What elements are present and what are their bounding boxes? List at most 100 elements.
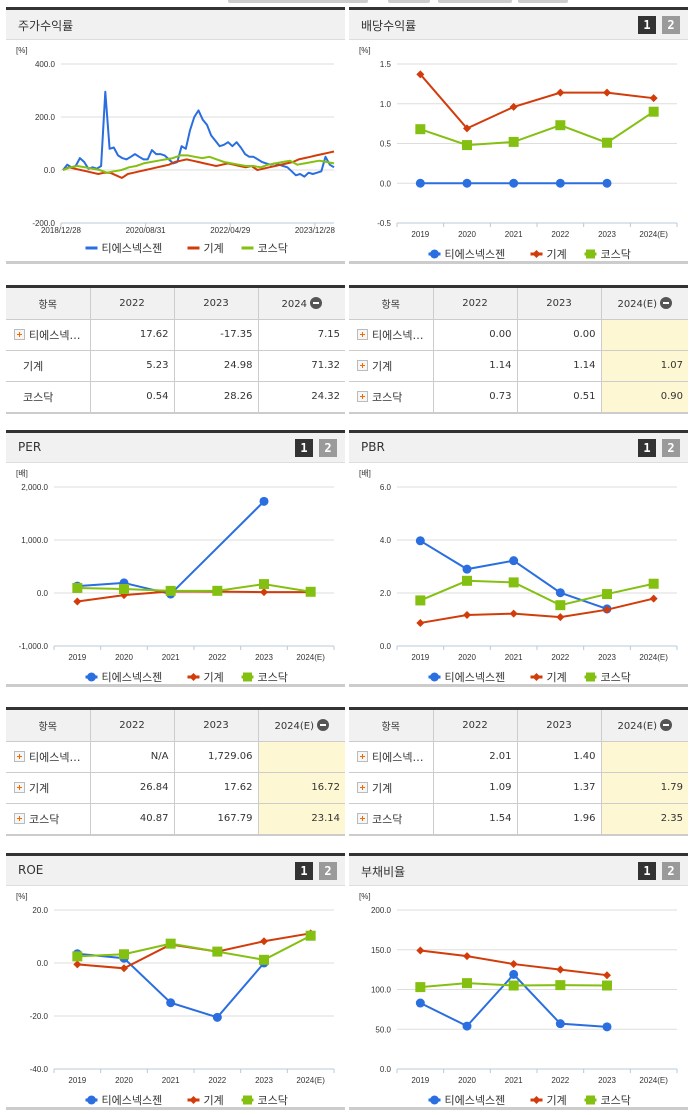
svg-text:코스닥: 코스닥 xyxy=(601,671,631,684)
legend-item[interactable]: 티에스넥스젠 xyxy=(85,242,163,255)
expand-icon[interactable] xyxy=(14,328,25,340)
legend-item[interactable]: 티에스넥스젠 xyxy=(85,671,163,684)
cell-value: 0.73 xyxy=(433,381,518,412)
svg-text:50.0: 50.0 xyxy=(375,1025,391,1034)
view-2-button[interactable]: 2 xyxy=(319,862,337,880)
data-point xyxy=(602,178,612,188)
svg-text:티에스넥스젠: 티에스넥스젠 xyxy=(445,671,506,684)
data-point xyxy=(415,536,425,546)
collapse-icon[interactable] xyxy=(660,718,673,731)
data-point xyxy=(509,556,519,566)
top-tab[interactable] xyxy=(388,0,430,3)
data-point xyxy=(509,969,519,979)
svg-text:2019: 2019 xyxy=(68,653,86,662)
table-row: 코스닥 40.87 167.79 23.14 xyxy=(6,803,345,834)
legend-item[interactable]: 티에스넥스젠 xyxy=(428,248,506,261)
cell-value: 1.54 xyxy=(433,803,518,834)
collapse-icon[interactable] xyxy=(660,296,673,309)
legend-item[interactable]: 기계 xyxy=(187,242,224,255)
cell-value: 1.37 xyxy=(517,772,602,804)
svg-text:2020: 2020 xyxy=(115,1076,133,1085)
svg-text:400.0: 400.0 xyxy=(35,60,56,69)
legend-item[interactable]: 기계 xyxy=(530,671,567,684)
legend-item[interactable]: 기계 xyxy=(530,248,567,261)
legend-item[interactable]: 기계 xyxy=(530,1094,567,1107)
data-point xyxy=(555,588,565,598)
data-point xyxy=(212,1012,222,1022)
row-label: 코스닥 xyxy=(349,803,434,834)
row-label: 티에스넥… xyxy=(6,319,91,351)
data-point xyxy=(462,575,472,586)
legend-item[interactable]: 티에스넥스젠 xyxy=(428,671,506,684)
top-tab[interactable] xyxy=(438,0,512,3)
data-point xyxy=(259,954,269,965)
view-1-button[interactable]: 1 xyxy=(295,439,313,457)
data-point xyxy=(508,577,519,588)
svg-text:코스닥: 코스닥 xyxy=(601,1094,631,1107)
expand-icon[interactable] xyxy=(357,781,368,793)
view-2-button[interactable]: 2 xyxy=(319,439,337,457)
svg-text:2022: 2022 xyxy=(551,1076,569,1085)
svg-text:200.0: 200.0 xyxy=(35,113,56,122)
data-point xyxy=(602,980,612,991)
data-point xyxy=(462,1021,472,1031)
table-row: 티에스넥… 2.01 1.40 xyxy=(349,741,688,773)
svg-text:티에스넥스젠: 티에스넥스젠 xyxy=(102,671,163,684)
top-tab[interactable] xyxy=(518,0,568,3)
data-point xyxy=(120,964,128,973)
view-2-button[interactable]: 2 xyxy=(662,16,680,34)
legend-item[interactable]: 코스닥 xyxy=(584,1094,631,1107)
view-2-button[interactable]: 2 xyxy=(662,862,680,880)
cell-value: 1.14 xyxy=(517,350,602,382)
cell-value: 167.79 xyxy=(174,803,259,834)
legend-item[interactable]: 코스닥 xyxy=(241,242,288,255)
series-line xyxy=(77,583,311,593)
collapse-icon[interactable] xyxy=(317,718,330,731)
column-header: 2024(E) xyxy=(601,710,688,742)
expand-icon[interactable] xyxy=(357,359,368,371)
expand-icon[interactable] xyxy=(357,390,368,402)
data-point xyxy=(415,178,425,188)
expand-icon[interactable] xyxy=(14,750,25,762)
expand-icon[interactable] xyxy=(14,781,25,793)
view-2-button[interactable]: 2 xyxy=(662,439,680,457)
svg-text:2021: 2021 xyxy=(505,653,523,662)
data-point xyxy=(649,94,658,103)
expand-icon[interactable] xyxy=(357,812,368,824)
legend-item[interactable]: 기계 xyxy=(187,671,224,684)
svg-text:2019: 2019 xyxy=(411,230,429,239)
view-toggle: 1 2 xyxy=(638,16,680,34)
legend-item[interactable]: 코스닥 xyxy=(584,248,631,261)
cell-value xyxy=(601,741,688,773)
legend-item[interactable]: 코스닥 xyxy=(241,671,288,684)
svg-text:-0.5: -0.5 xyxy=(377,219,391,228)
data-point xyxy=(555,178,565,188)
table-row: 티에스넥… N/A 1,729.06 xyxy=(6,741,345,773)
legend-item[interactable]: 티에스넥스젠 xyxy=(428,1094,506,1107)
legend-item[interactable]: 기계 xyxy=(187,1094,224,1107)
legend-item[interactable]: 티에스넥스젠 xyxy=(85,1094,163,1107)
svg-text:2020: 2020 xyxy=(458,1076,476,1085)
expand-icon[interactable] xyxy=(357,328,368,340)
view-1-button[interactable]: 1 xyxy=(638,439,656,457)
series-line xyxy=(420,110,655,147)
svg-text:-20.0: -20.0 xyxy=(30,1012,49,1021)
column-header: 2023 xyxy=(517,710,602,742)
data-point xyxy=(166,998,176,1008)
collapse-icon[interactable] xyxy=(309,296,322,309)
cell-value: 16.72 xyxy=(258,772,345,804)
top-tab[interactable] xyxy=(228,0,368,3)
column-header: 2024(E) xyxy=(258,710,345,742)
panel-title: 배당수익률 xyxy=(361,19,417,33)
view-1-button[interactable]: 1 xyxy=(638,16,656,34)
data-point xyxy=(165,585,176,596)
svg-text:2021: 2021 xyxy=(505,1076,523,1085)
view-1-button[interactable]: 1 xyxy=(638,862,656,880)
view-1-button[interactable]: 1 xyxy=(295,862,313,880)
expand-icon[interactable] xyxy=(357,750,368,762)
svg-text:4.0: 4.0 xyxy=(380,536,392,545)
legend-item[interactable]: 코스닥 xyxy=(584,671,631,684)
legend-item[interactable]: 코스닥 xyxy=(241,1094,288,1107)
expand-icon[interactable] xyxy=(14,812,25,824)
data-point xyxy=(603,605,611,614)
